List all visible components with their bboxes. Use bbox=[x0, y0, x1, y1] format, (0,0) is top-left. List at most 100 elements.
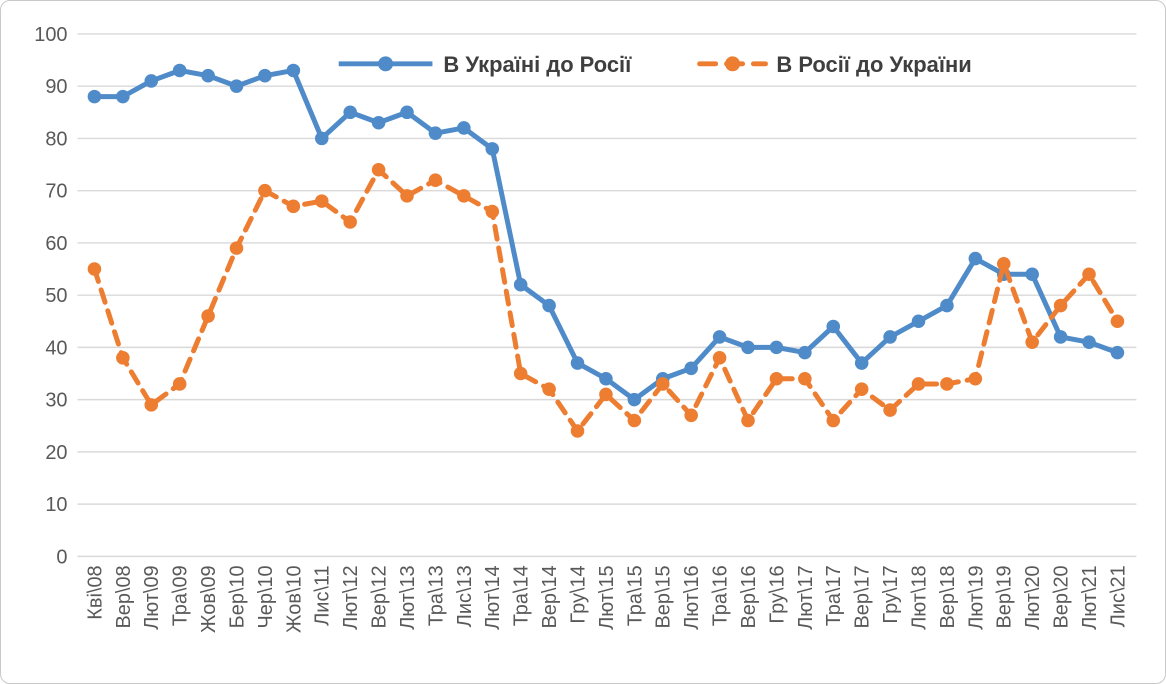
data-point-marker bbox=[599, 387, 613, 402]
x-tick-label: Вер\18 bbox=[937, 565, 959, 628]
y-tick-label: 70 bbox=[45, 181, 67, 203]
x-tick-label: Лют\15 bbox=[596, 565, 618, 629]
data-point-marker bbox=[854, 382, 869, 396]
data-point-marker bbox=[343, 105, 357, 120]
x-tick-label: Лют\14 bbox=[482, 565, 504, 629]
data-point-marker bbox=[968, 371, 983, 386]
legend-marker-dot bbox=[378, 56, 394, 72]
data-point-marker bbox=[87, 262, 102, 276]
x-tick-label: Тра\09 bbox=[170, 565, 192, 626]
data-point-marker bbox=[144, 398, 159, 412]
data-point-marker bbox=[712, 330, 727, 344]
x-axis-labels: Кві\08 Вер\08 Лют\09 Тра\09 Жов\09 Бер\10 Чер\… bbox=[84, 565, 1129, 633]
data-point-marker bbox=[542, 298, 556, 313]
x-tick-label: Бер\10 bbox=[226, 565, 248, 628]
x-tick-label: Тра\16 bbox=[710, 565, 732, 626]
x-tick-label: Вер\14 bbox=[539, 565, 561, 628]
x-tick-label: Лют\18 bbox=[908, 565, 930, 629]
y-tick-label: 60 bbox=[45, 233, 67, 255]
x-tick-label: Тра\17 bbox=[823, 565, 845, 626]
data-point-marker bbox=[400, 189, 414, 203]
data-point-marker bbox=[570, 356, 585, 370]
data-point-marker bbox=[627, 413, 642, 428]
data-point-marker bbox=[1053, 330, 1068, 344]
legend-item: В Росії до України bbox=[697, 52, 972, 77]
y-tick-label: 50 bbox=[45, 285, 67, 307]
x-tick-label: Лют\20 bbox=[1022, 565, 1044, 629]
data-point-marker bbox=[286, 199, 301, 214]
data-point-marker bbox=[172, 63, 187, 78]
data-point-marker bbox=[1082, 335, 1096, 349]
x-tick-label: Вер\16 bbox=[738, 565, 760, 628]
x-tick-label: Лют\21 bbox=[1079, 565, 1101, 629]
data-point-marker bbox=[883, 330, 897, 344]
data-point-marker bbox=[996, 257, 1011, 271]
x-tick-label: Лис\21 bbox=[1107, 565, 1129, 627]
data-point-marker bbox=[286, 63, 301, 78]
data-point-marker bbox=[684, 361, 698, 376]
legend-marker-dot bbox=[725, 56, 741, 72]
x-tick-label: Вер\17 bbox=[852, 565, 874, 628]
data-point-marker bbox=[201, 309, 215, 323]
series-line bbox=[94, 67, 1119, 403]
x-tick-label: Вер\19 bbox=[994, 565, 1016, 628]
data-point-marker bbox=[343, 215, 357, 229]
x-tick-label: Тра\13 bbox=[425, 565, 447, 626]
y-tick-label: 80 bbox=[45, 128, 67, 150]
data-point-marker bbox=[428, 173, 443, 187]
data-point-marker bbox=[513, 366, 528, 381]
y-tick-label: 90 bbox=[45, 76, 67, 98]
data-point-marker bbox=[258, 183, 272, 198]
y-tick-label: 30 bbox=[45, 390, 67, 412]
data-point-marker bbox=[229, 241, 244, 255]
data-point-marker bbox=[457, 189, 471, 203]
y-tick-label: 0 bbox=[56, 546, 67, 568]
data-point-marker bbox=[883, 403, 897, 417]
data-point-marker bbox=[116, 89, 130, 104]
data-point-marker bbox=[457, 121, 471, 135]
y-tick-label: 40 bbox=[45, 337, 67, 359]
data-point-marker bbox=[314, 194, 329, 208]
data-point-marker bbox=[968, 251, 983, 266]
data-point-marker bbox=[116, 351, 130, 365]
y-tick-label: 10 bbox=[45, 494, 67, 516]
data-point-marker bbox=[627, 392, 642, 407]
x-tick-label: Тра\15 bbox=[624, 565, 646, 626]
x-tick-label: Лют\16 bbox=[681, 565, 703, 629]
data-point-marker bbox=[201, 68, 215, 83]
x-tick-label: Вер\08 bbox=[113, 565, 135, 628]
x-tick-label: Лис\11 bbox=[312, 565, 334, 625]
x-tick-label: Кві\08 bbox=[84, 565, 106, 619]
data-point-marker bbox=[229, 79, 244, 93]
data-point-marker bbox=[712, 351, 727, 365]
data-point-marker bbox=[940, 377, 954, 391]
legend-label: В Україні до Росії bbox=[443, 52, 632, 77]
data-point-marker bbox=[854, 356, 869, 370]
data-point-marker bbox=[314, 131, 329, 146]
x-tick-label: Вер\15 bbox=[653, 565, 675, 628]
data-point-marker bbox=[400, 105, 414, 120]
data-point-marker bbox=[826, 413, 841, 428]
gridlines bbox=[77, 33, 1137, 558]
data-point-marker bbox=[570, 424, 585, 438]
legend-label: В Росії до України bbox=[776, 52, 971, 77]
data-point-marker bbox=[769, 371, 784, 386]
legend-item: В Україні до Росії bbox=[338, 52, 632, 77]
data-point-marker bbox=[172, 377, 187, 391]
data-point-marker bbox=[542, 382, 556, 396]
data-point-marker bbox=[371, 162, 386, 177]
data-point-marker bbox=[1082, 267, 1096, 282]
data-point-marker bbox=[258, 68, 272, 83]
x-tick-label: Лют\19 bbox=[965, 565, 987, 629]
x-tick-label: Гру\14 bbox=[567, 565, 589, 623]
x-tick-label: Лют\13 bbox=[397, 565, 419, 629]
x-tick-label: Лют\09 bbox=[141, 565, 163, 629]
series-in-ukraine-to-russia bbox=[87, 63, 1125, 407]
x-tick-label: Чер\10 bbox=[255, 565, 277, 628]
y-axis-labels: 0 10 20 30 40 50 60 70 80 90 100 bbox=[34, 24, 67, 568]
y-tick-label: 100 bbox=[34, 24, 67, 46]
data-point-marker bbox=[485, 204, 500, 219]
x-tick-label: Тра\14 bbox=[511, 565, 533, 626]
